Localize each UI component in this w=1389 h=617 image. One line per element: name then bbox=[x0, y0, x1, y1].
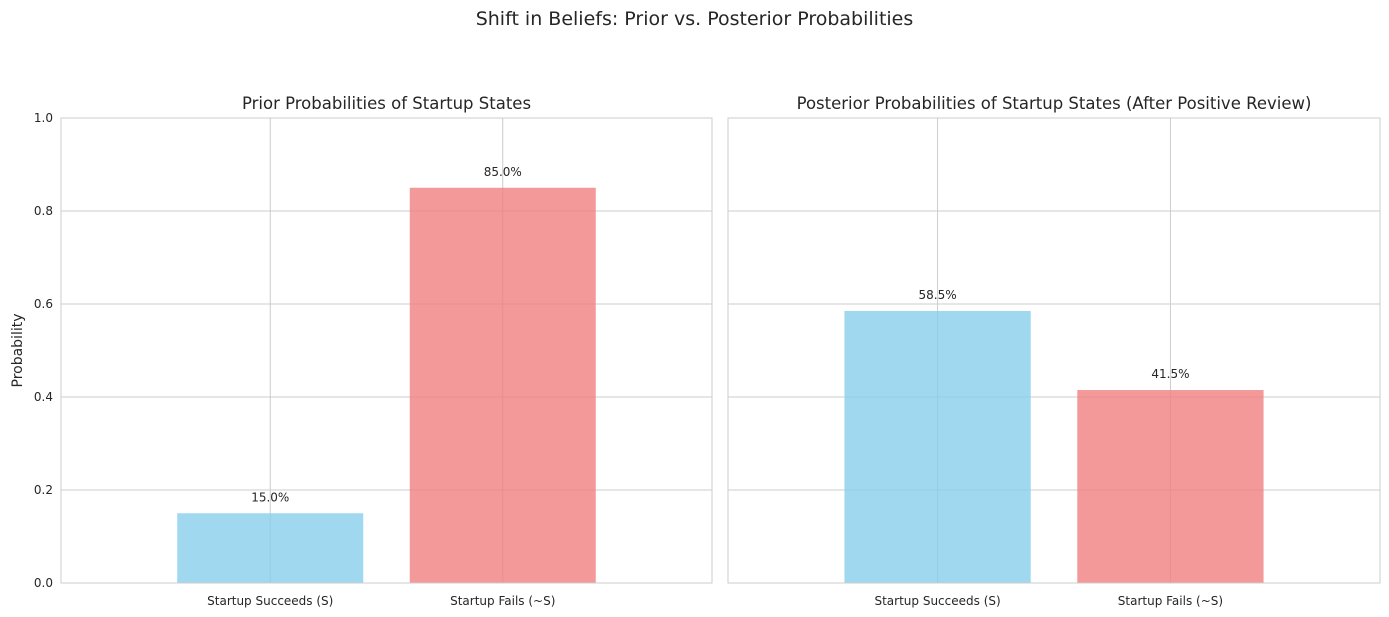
y-tick-label: 0.2 bbox=[34, 483, 53, 497]
bar-startup-fails bbox=[1077, 390, 1264, 583]
bar-startup-succeeds bbox=[844, 310, 1031, 583]
posterior-chart-panel: 58.5% 41.5% Startup Succeeds (S) Startup Fa… bbox=[727, 94, 1381, 608]
y-tick-label: 0.4 bbox=[34, 390, 53, 404]
panel-title: Prior Probabilities of Startup States bbox=[242, 94, 531, 113]
x-tick-label: Startup Succeeds (S) bbox=[874, 594, 1000, 608]
x-tick-label: Startup Fails (~S) bbox=[1118, 594, 1223, 608]
bar-value-label: 15.0% bbox=[251, 490, 289, 504]
x-tick-label: Startup Succeeds (S) bbox=[207, 594, 333, 608]
panel-title: Posterior Probabilities of Startup State… bbox=[797, 94, 1312, 113]
y-tick-label: 0.6 bbox=[34, 297, 53, 311]
y-tick-label: 1.0 bbox=[34, 111, 53, 125]
y-tick-label: 0.8 bbox=[34, 204, 53, 218]
figure-suptitle: Shift in Beliefs: Prior vs. Posterior Pr… bbox=[476, 8, 914, 30]
bar-value-label: 58.5% bbox=[919, 288, 957, 302]
bar-value-label: 85.0% bbox=[484, 165, 522, 179]
plot-frame bbox=[60, 117, 713, 584]
plot-frame bbox=[727, 117, 1381, 584]
y-axis-label: Probability bbox=[10, 313, 26, 387]
bar-startup-fails bbox=[409, 187, 596, 583]
bar-value-label: 41.5% bbox=[1151, 367, 1189, 381]
y-tick-label: 0.0 bbox=[34, 576, 53, 590]
bar-startup-succeeds bbox=[177, 513, 364, 583]
x-tick-label: Startup Fails (~S) bbox=[450, 594, 555, 608]
prior-chart-panel: 15.0% 85.0% 0.0 0.2 0.4 0.6 0.8 1.0 Startup Succ… bbox=[10, 94, 713, 608]
